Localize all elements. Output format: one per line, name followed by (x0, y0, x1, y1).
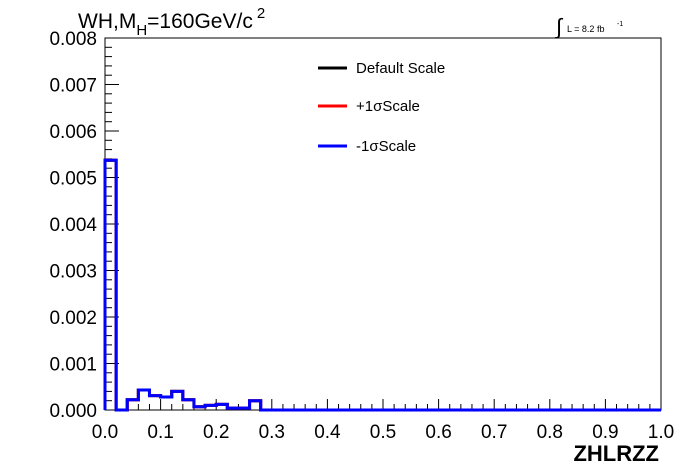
x-axis-label: ZHLRZZ (573, 441, 659, 466)
x-tick-label: 0.8 (537, 422, 563, 443)
x-tick-label: 0.7 (481, 422, 507, 443)
lumi-exponent: -1 (617, 21, 623, 28)
y-tick-label: 0.007 (49, 76, 97, 97)
series-line-1 (103, 158, 661, 412)
y-axis: 0.000 0.001 0.002 0.003 0.004 0.005 0.006 0.007… (49, 29, 119, 422)
legend-label: -1σScale (356, 138, 416, 155)
x-tick-label: 0.1 (147, 422, 173, 443)
x-tick-label: 0.4 (314, 422, 341, 443)
series-line-2 (103, 158, 661, 412)
legend-label: Default Scale (356, 60, 445, 77)
y-tick-label: 0.005 (49, 169, 97, 190)
y-tick-label: 0.004 (49, 215, 97, 236)
y-tick-label: 0.006 (49, 122, 97, 143)
x-tick-label: 1.0 (648, 422, 674, 443)
series-group (103, 158, 661, 412)
x-tick-label: 0.6 (425, 422, 451, 443)
y-tick-label: 0.001 (49, 355, 97, 376)
legend: Default Scale +1σScale -1σScale (318, 60, 445, 155)
lumi-label: L = 8.2 fb (567, 24, 604, 34)
integral-symbol: ∫ (554, 14, 564, 39)
x-tick-label: 0.5 (370, 422, 396, 443)
y-tick-label: 0.003 (49, 262, 97, 283)
x-tick-label: 0.3 (259, 422, 285, 443)
y-tick-label: 0.000 (49, 401, 97, 422)
y-tick-label: 0.008 (49, 29, 97, 50)
x-axis: 0.0 0.1 0.2 0.3 0.4 0.5 0.6 0.7 0.8 0.9 1.0 (92, 399, 674, 443)
y-tick-label: 0.002 (49, 308, 97, 329)
legend-label: +1σScale (356, 98, 420, 115)
x-tick-label: 0.2 (203, 422, 229, 443)
chart-title: WH,MH=160GeV/c 2 (78, 5, 265, 39)
lumi-annotation: ∫ L = 8.2 fb -1 (554, 14, 623, 39)
series-line-0 (103, 158, 661, 412)
plot-frame (104, 37, 662, 411)
x-tick-label: 0.9 (592, 422, 618, 443)
x-tick-label: 0.0 (92, 422, 118, 443)
